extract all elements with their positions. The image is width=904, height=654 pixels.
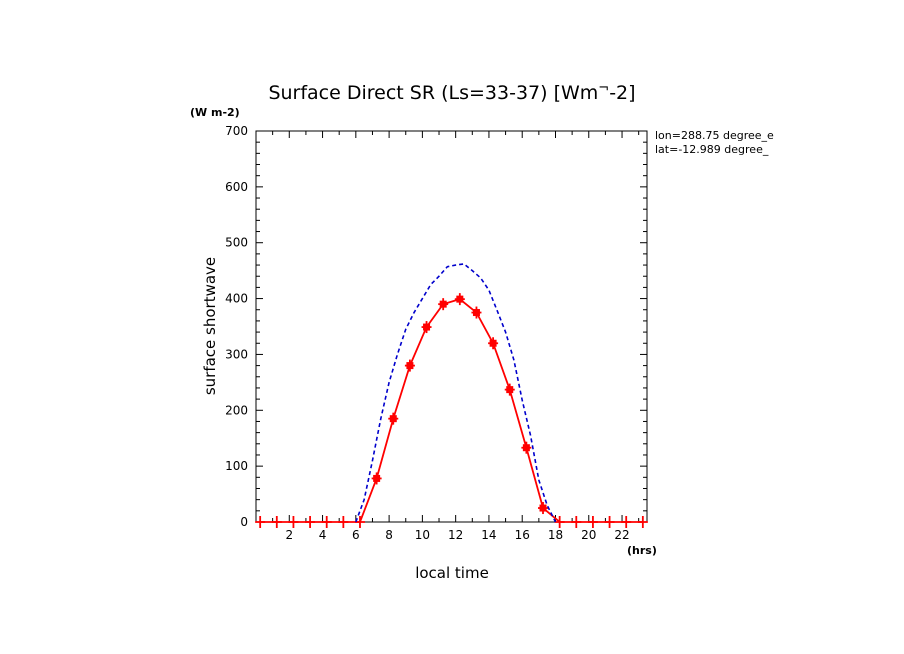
data-point	[504, 383, 515, 396]
series-line-dashed	[355, 263, 557, 523]
annotation-lon: lon=288.75 degree_e	[655, 129, 774, 142]
data-point	[604, 516, 615, 528]
y-tick-label: 400	[225, 292, 248, 306]
data-point	[371, 472, 382, 485]
x-tick-label: 16	[515, 528, 530, 542]
data-point	[571, 516, 582, 528]
annotation-clip	[779, 126, 904, 158]
data-point	[305, 516, 316, 528]
data-point	[454, 293, 465, 306]
y-tick-label: 500	[225, 236, 248, 250]
data-point	[421, 321, 432, 334]
data-point	[554, 516, 565, 528]
data-point	[271, 516, 282, 528]
data-point	[637, 516, 648, 528]
y-unit-label: (W m-2)	[190, 106, 240, 119]
data-point	[404, 359, 415, 372]
annotation-lat: lat=-12.989 degree_	[655, 143, 769, 156]
y-axis-label: surface shortwave	[201, 257, 219, 395]
x-tick-label: 14	[481, 528, 496, 542]
y-tick-label: 700	[225, 124, 248, 138]
y-tick-label: 0	[240, 515, 248, 529]
data-point	[438, 298, 449, 311]
data-point	[587, 516, 598, 528]
y-tick-label: 300	[225, 347, 248, 361]
y-tick-label: 100	[225, 459, 248, 473]
data-point	[538, 502, 549, 515]
x-tick-label: 18	[548, 528, 563, 542]
x-tick-label: 12	[448, 528, 463, 542]
x-tick-label: 2	[285, 528, 293, 542]
x-tick-label: 8	[385, 528, 393, 542]
x-tick-label: 4	[319, 528, 327, 542]
data-point	[288, 516, 299, 528]
x-axis-label: local time	[415, 564, 489, 582]
data-point	[321, 516, 332, 528]
plot-frame	[255, 130, 648, 523]
y-tick-label: 200	[225, 403, 248, 417]
data-point	[338, 516, 349, 528]
data-point	[388, 412, 399, 425]
data-point	[255, 516, 266, 528]
data-point	[621, 516, 632, 528]
data-point	[471, 306, 482, 319]
chart-title: Surface Direct SR (Ls=33-37) [Wm¬-2]	[268, 81, 635, 105]
y-tick-label: 600	[225, 180, 248, 194]
x-tick-label: 20	[581, 528, 596, 542]
x-unit-label: (hrs)	[627, 544, 657, 557]
x-tick-label: 6	[352, 528, 360, 542]
x-tick-label: 10	[415, 528, 430, 542]
data-point	[488, 337, 499, 350]
series-line-solid	[260, 298, 643, 523]
x-tick-label: 22	[614, 528, 629, 542]
data-point	[521, 441, 532, 454]
